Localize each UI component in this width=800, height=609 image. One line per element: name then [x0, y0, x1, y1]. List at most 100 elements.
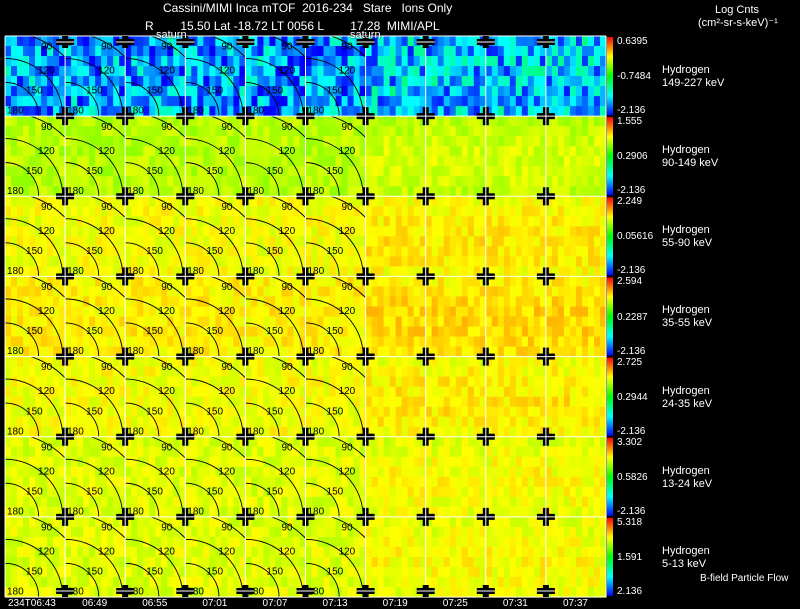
- contour-line: [125, 218, 184, 277]
- contour-line: [305, 538, 364, 597]
- contour-line: [125, 378, 184, 437]
- contour-line: [125, 242, 160, 277]
- contour-line: [88, 356, 126, 379]
- crosshair-marker: [356, 107, 375, 126]
- crosshair-marker: [116, 107, 135, 126]
- flow-label: B-field Particle Flow: [700, 573, 789, 584]
- contour-line: [149, 196, 186, 219]
- contour-label: 150: [146, 246, 163, 257]
- contour-line: [5, 458, 64, 517]
- contour-label: 90: [101, 42, 113, 53]
- contour-line: [269, 516, 306, 539]
- contour-label: 150: [26, 486, 43, 497]
- heatmap-cell: [545, 116, 607, 197]
- contour-line: [209, 516, 246, 539]
- heatmap-cell: [425, 436, 487, 518]
- panel-species: Hydrogen: [662, 384, 710, 397]
- heatmap-cell: [365, 276, 427, 358]
- contour-label: 180: [247, 506, 264, 517]
- time-tick-label: 07:25: [442, 598, 468, 609]
- heatmap-cell: [485, 196, 547, 278]
- crosshair-marker: [536, 107, 555, 126]
- contour-label: 150: [206, 86, 223, 97]
- crosshair-marker: [476, 347, 495, 366]
- contour-label: 120: [98, 306, 115, 317]
- heatmap-cell: [245, 356, 307, 438]
- crosshair-marker: [176, 267, 195, 286]
- contour-label: 120: [278, 146, 295, 157]
- contour-line: [125, 162, 160, 197]
- panel-energy: 24-35 keV: [662, 397, 713, 410]
- crosshair-marker: [536, 36, 555, 48]
- heatmap-cell: [185, 516, 246, 598]
- heatmap-cell: [545, 356, 607, 438]
- contour-label: 90: [161, 202, 173, 213]
- panel-species: Hydrogen: [662, 304, 710, 317]
- contour-line: [5, 562, 40, 597]
- contour-line: [209, 276, 246, 299]
- contour-label: 120: [339, 547, 356, 558]
- contour-line: [245, 162, 280, 197]
- contour-line: [185, 538, 244, 597]
- contour-line: [5, 322, 40, 357]
- contour-label: 90: [221, 442, 233, 453]
- heatmap-cell: [545, 276, 607, 358]
- colorbar: [607, 197, 613, 276]
- contour-label: 120: [38, 226, 55, 237]
- contour-label: 150: [206, 246, 223, 257]
- contour-label: 180: [67, 506, 84, 517]
- contour-label: 150: [327, 86, 344, 97]
- contour-label: 120: [278, 306, 295, 317]
- contour-label: 90: [342, 202, 354, 213]
- heatmap-cell: [125, 116, 186, 197]
- contour-label: 180: [187, 106, 204, 117]
- contour-label: 180: [7, 186, 24, 197]
- contour-label: 90: [161, 522, 173, 533]
- colorbar-mid: 0.05616: [617, 231, 654, 243]
- heatmap-cell: [485, 436, 547, 518]
- contour-label: 150: [26, 567, 43, 578]
- contour-label: 120: [158, 466, 175, 477]
- crosshair-markers: [56, 36, 555, 597]
- contour-label: 90: [342, 362, 354, 373]
- contour-label: 180: [247, 106, 264, 117]
- contour-label: 90: [281, 522, 293, 533]
- contour-label: 120: [38, 306, 55, 317]
- heatmap-cell: [545, 196, 607, 278]
- colorbar-mid: 0.2287: [617, 311, 648, 323]
- contour-line: [65, 538, 124, 597]
- heatmap-cell: [365, 36, 427, 117]
- heatmap-cell: [485, 516, 547, 598]
- contour-line: [245, 57, 304, 117]
- contour-line: [5, 482, 40, 517]
- crosshair-marker: [356, 347, 375, 366]
- panel-species: Hydrogen: [662, 544, 710, 557]
- time-tick-label: 07:31: [502, 598, 528, 609]
- contour-label: 150: [146, 166, 163, 177]
- heatmap-cell: [125, 516, 186, 598]
- crosshair-marker: [116, 585, 135, 597]
- panel-energy: 55-90 keV: [662, 237, 713, 250]
- contour-label: 90: [101, 362, 113, 373]
- contour-line: [269, 116, 306, 139]
- panel-species: Hydrogen: [662, 224, 710, 237]
- grid-lines: [4, 35, 607, 598]
- colorbar-max: 2.249: [617, 196, 643, 208]
- contour-label: 180: [67, 266, 84, 277]
- contour-line: [185, 562, 220, 597]
- time-tick-label: 06:49: [82, 598, 108, 609]
- contour-label: 180: [127, 587, 144, 598]
- orbit-info: R 15.50 Lat -18.72 LT 0056 L 17.28 MIMI/…: [145, 19, 440, 33]
- contour-line: [185, 82, 220, 117]
- contour-label: 120: [218, 226, 235, 237]
- contour-label: 180: [187, 346, 204, 357]
- contour-label: 180: [67, 186, 84, 197]
- heatmap-cell: [545, 516, 607, 598]
- contour-label: 180: [127, 106, 144, 117]
